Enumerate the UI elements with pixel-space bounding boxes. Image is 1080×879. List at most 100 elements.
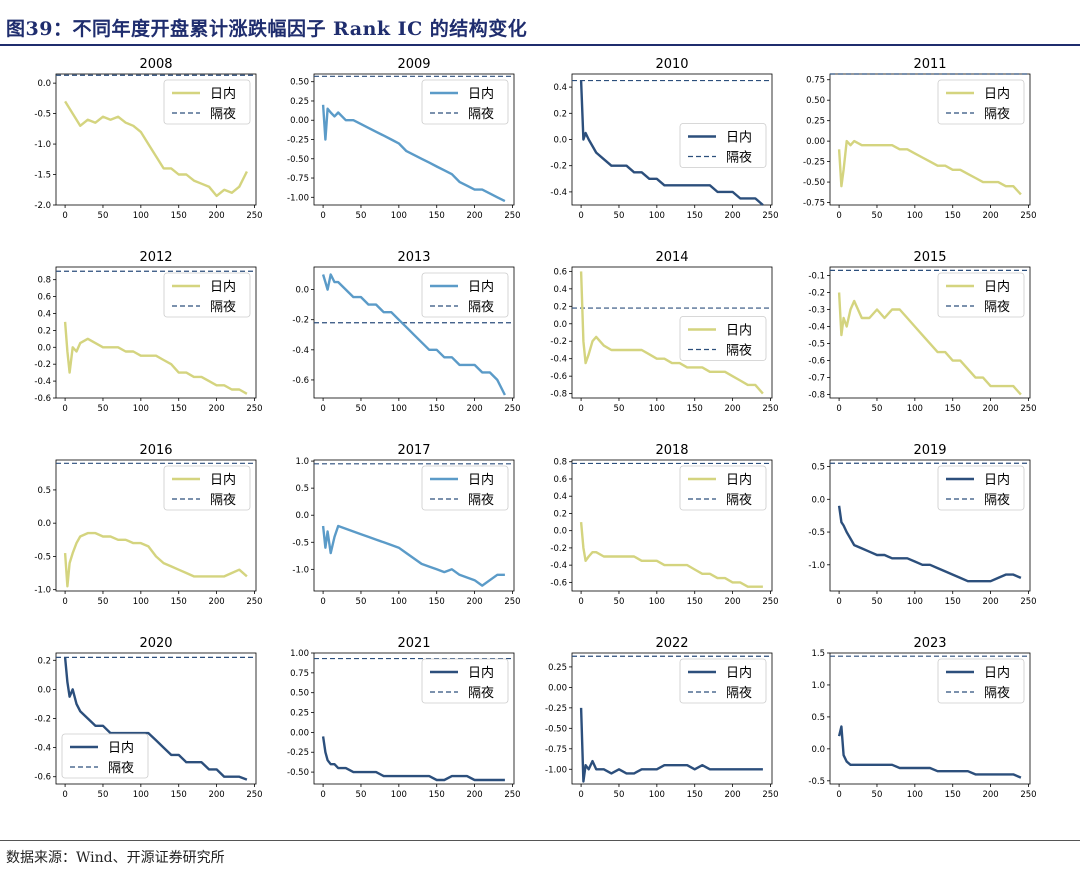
chart-panel-2009: 2009 0 50 100 150 200 250 0.50 0.25 0.00 -0.25 -0.5… xyxy=(287,57,521,221)
panel-title: 2019 xyxy=(913,443,946,458)
legend-intraday-label: 日内 xyxy=(468,665,494,681)
y-tick-label: -0.4 xyxy=(34,744,51,754)
y-tick-label: 0.5 xyxy=(811,713,825,723)
y-tick-label: -0.50 xyxy=(545,724,567,734)
y-tick-label: -0.2 xyxy=(550,544,567,554)
panel-title: 2013 xyxy=(397,250,430,265)
y-tick-label: 0.25 xyxy=(290,97,309,107)
x-tick-label: 150 xyxy=(171,404,187,414)
chart-panel-2021: 2021 0 50 100 150 200 250 1.00 0.75 0.50 0.25 0.00 -… xyxy=(287,636,521,800)
x-tick-label: 0 xyxy=(62,404,67,414)
x-tick-label: 100 xyxy=(391,211,407,221)
y-tick-label: -0.2 xyxy=(34,360,51,370)
intraday-line xyxy=(579,521,763,588)
x-tick-label: 150 xyxy=(429,211,445,221)
chart-panel-2018: 2018 0 50 100 150 200 250 0.8 0.6 0.4 0.2 0.0 -0.2 -0… xyxy=(550,443,778,607)
chart-panel-2012: 2012 0 50 100 150 200 250 0.8 0.6 0.4 0.2 0.0 -0.2 -0… xyxy=(34,250,262,414)
x-tick-label: 0 xyxy=(578,597,583,607)
x-tick-label: 0 xyxy=(62,790,67,800)
intraday-line xyxy=(579,271,764,395)
y-tick-label: -0.5 xyxy=(808,777,825,787)
x-tick-label: 50 xyxy=(98,211,109,221)
x-tick-label: 0 xyxy=(320,597,325,607)
x-tick-label: 100 xyxy=(133,790,149,800)
x-tick-label: 150 xyxy=(171,790,187,800)
x-tick-label: 250 xyxy=(246,790,262,800)
y-tick-label: 0.4 xyxy=(553,285,567,295)
y-tick-label: 0.6 xyxy=(553,475,567,485)
x-tick-label: 100 xyxy=(133,404,149,414)
y-tick-label: -1.5 xyxy=(34,171,51,181)
x-tick-label: 200 xyxy=(724,597,740,607)
legend-box xyxy=(937,658,1025,704)
x-tick-label: 50 xyxy=(872,211,883,221)
axes-frame xyxy=(55,73,257,206)
title-rule xyxy=(0,44,1080,46)
y-tick-label: -0.4 xyxy=(292,346,309,356)
legend-intraday-label: 日内 xyxy=(726,665,752,681)
legend-overnight-label: 隔夜 xyxy=(108,761,134,776)
x-tick-label: 150 xyxy=(429,790,445,800)
legend-overnight-label: 隔夜 xyxy=(726,686,752,701)
axes-frame xyxy=(829,652,1031,785)
y-tick-label: -0.2 xyxy=(550,337,567,347)
x-tick-label: 150 xyxy=(945,404,961,414)
y-tick-label: 0.0 xyxy=(295,511,309,521)
y-tick-label: -0.8 xyxy=(808,391,825,401)
y-tick-label: -0.6 xyxy=(34,773,51,783)
y-tick-label: 0.5 xyxy=(811,463,825,473)
panel-title: 2014 xyxy=(655,250,688,265)
panel-title: 2020 xyxy=(139,636,172,651)
x-tick-label: 250 xyxy=(762,404,778,414)
y-tick-label: 1.00 xyxy=(290,649,309,659)
intraday-line xyxy=(321,273,506,396)
y-tick-label: -0.4 xyxy=(808,323,825,333)
source-note: 数据来源：Wind、开源证券研究所 xyxy=(6,850,225,866)
x-tick-label: 50 xyxy=(614,597,625,607)
y-tick-label: -1.0 xyxy=(292,565,309,575)
y-tick-label: 0.0 xyxy=(37,519,51,529)
y-tick-label: -0.2 xyxy=(550,162,567,172)
intraday-line xyxy=(321,736,505,782)
x-tick-label: 150 xyxy=(171,597,187,607)
intraday-line xyxy=(837,725,1022,779)
x-tick-label: 100 xyxy=(391,404,407,414)
x-tick-label: 100 xyxy=(649,211,665,221)
legend-intraday-label: 日内 xyxy=(984,279,1010,295)
x-tick-label: 250 xyxy=(504,404,520,414)
x-tick-label: 50 xyxy=(356,404,367,414)
y-tick-label: -0.2 xyxy=(34,715,51,725)
y-tick-label: -0.75 xyxy=(545,745,567,755)
legend-box xyxy=(937,79,1025,125)
x-tick-label: 200 xyxy=(208,211,224,221)
x-tick-label: 250 xyxy=(504,597,520,607)
legend-intraday-label: 日内 xyxy=(726,130,752,146)
axes-frame xyxy=(55,459,257,592)
x-tick-label: 0 xyxy=(62,211,67,221)
legend-box xyxy=(937,272,1025,318)
legend-box xyxy=(679,658,767,704)
y-tick-label: -0.6 xyxy=(550,578,567,588)
y-tick-label: -1.00 xyxy=(545,765,567,775)
x-tick-label: 100 xyxy=(649,404,665,414)
y-tick-label: -0.5 xyxy=(34,110,51,120)
legend-intraday-label: 日内 xyxy=(726,472,752,488)
x-tick-label: 150 xyxy=(687,597,703,607)
x-tick-label: 250 xyxy=(246,597,262,607)
y-tick-label: 0.0 xyxy=(553,320,567,330)
x-tick-label: 250 xyxy=(504,211,520,221)
y-tick-label: -0.6 xyxy=(808,357,825,367)
x-tick-label: 200 xyxy=(466,597,482,607)
x-tick-label: 150 xyxy=(687,404,703,414)
intraday-line xyxy=(321,104,506,203)
y-tick-label: 0.25 xyxy=(806,117,825,127)
axes-frame xyxy=(829,459,1031,592)
y-tick-label: 0.0 xyxy=(295,286,309,296)
